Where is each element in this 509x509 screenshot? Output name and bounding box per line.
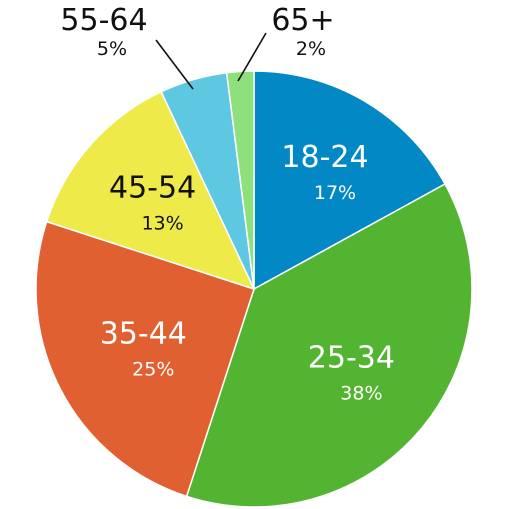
slice-label-45-54: 45-54 (109, 171, 196, 206)
slice-label-18-24: 18-24 (281, 140, 368, 175)
slice-value-25-34: 38% (340, 383, 382, 405)
pie-slice-25-34 (185, 182, 473, 508)
pie-slice-65+ (225, 70, 255, 290)
slice-label-55-64: 55-64 (60, 3, 147, 38)
slice-value-55-64: 5% (97, 38, 127, 60)
slice-label-25-34: 25-34 (308, 341, 395, 376)
pie-slice-45-54 (45, 90, 256, 291)
slice-labels: 18-24 17% 25-34 38% 35-44 25% 45-54 13% 55-645% 6… (60, 3, 395, 405)
pie-slice-35-44 (35, 220, 255, 498)
slice-value-18-24: 17% (314, 182, 356, 204)
slice-value-65+: 2% (296, 38, 326, 60)
slice-value-35-44: 25% (132, 358, 174, 380)
slice-value-45-54: 13% (141, 213, 183, 235)
leader-line-55-64 (155, 39, 194, 90)
leader-line-65+ (237, 32, 267, 82)
pie-slice-18-24 (253, 70, 447, 291)
pie-slices (35, 70, 473, 508)
leader-lines (155, 32, 267, 90)
slice-label-35-44: 35-44 (100, 316, 187, 351)
slice-label-65+: 65+ (271, 3, 334, 38)
